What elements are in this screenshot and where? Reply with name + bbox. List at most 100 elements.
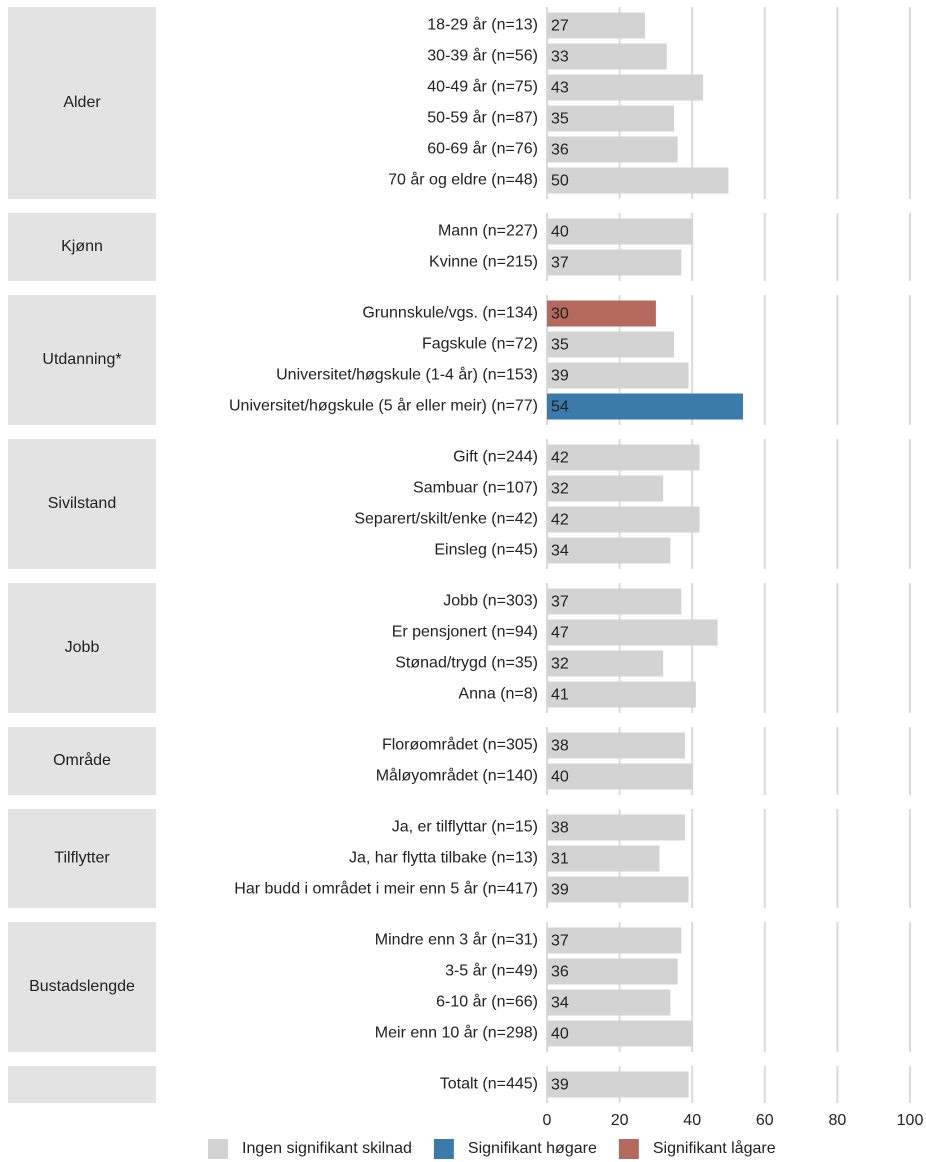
bar (547, 763, 693, 790)
facet-label: Tilflytter (54, 850, 110, 867)
x-tick-label: 40 (683, 1112, 701, 1129)
category-label: Gift (n=244) (453, 449, 538, 466)
category-label: Ja, er tilflyttar (n=15) (392, 819, 538, 836)
legend-label: Signifikant lågare (653, 1139, 776, 1157)
bar (547, 167, 729, 194)
value-label: 38 (551, 820, 569, 837)
bar (547, 105, 675, 132)
bar (547, 537, 671, 564)
bar (547, 588, 682, 615)
value-label: 33 (551, 49, 569, 66)
category-label: 3-5 år (n=49) (445, 962, 538, 980)
value-label: 36 (551, 964, 569, 981)
bar (547, 300, 656, 327)
bar (547, 814, 685, 841)
legend-label: Ingen signifikant skilnad (242, 1140, 412, 1157)
bar (547, 393, 744, 420)
category-label: Mann (n=227) (438, 223, 538, 240)
facet-strip (8, 922, 156, 1052)
facet-label: Område (53, 751, 111, 769)
bar (547, 927, 682, 954)
value-label: 32 (551, 656, 569, 673)
facet-strip (8, 809, 156, 908)
facet-label: Kjønn (61, 238, 103, 255)
category-label: Einsleg (n=45) (434, 542, 538, 559)
facet-label: Utdanning* (42, 351, 121, 368)
facet-label: Alder (63, 94, 101, 111)
value-label: 34 (551, 995, 569, 1012)
category-label: Jobb (n=303) (443, 593, 538, 610)
value-label: 35 (551, 111, 569, 128)
value-label: 30 (551, 306, 569, 323)
value-label: 50 (551, 173, 569, 190)
x-tick-label: 80 (829, 1112, 847, 1129)
value-label: 37 (551, 933, 569, 950)
value-label: 47 (551, 625, 569, 642)
bar (547, 650, 664, 677)
category-label: Universitet/høgskule (5 år eller meir) (… (229, 397, 538, 415)
facet-strip (8, 583, 156, 713)
bar (547, 331, 675, 358)
value-label: 36 (551, 142, 569, 159)
value-label: 40 (551, 769, 569, 786)
bar (547, 475, 664, 502)
value-label: 27 (551, 18, 569, 35)
value-label: 42 (551, 512, 569, 529)
bar (547, 249, 682, 276)
bar (547, 845, 660, 872)
bar (547, 876, 689, 903)
value-label: 42 (551, 450, 569, 467)
facet-strip (8, 7, 156, 199)
bar (547, 1020, 693, 1047)
facet-strip (8, 213, 156, 281)
value-label: 35 (551, 337, 569, 354)
bar (547, 732, 685, 759)
x-tick-label: 20 (611, 1112, 629, 1129)
value-label: 39 (551, 882, 569, 899)
value-label: 31 (551, 851, 569, 868)
bar (547, 43, 667, 70)
category-label: Fagskule (n=72) (422, 336, 538, 353)
value-label: 39 (551, 368, 569, 385)
bar (547, 218, 693, 245)
category-label: Separert/skilt/enke (n=42) (354, 511, 538, 528)
value-label: 39 (551, 1077, 569, 1094)
value-label: 40 (551, 224, 569, 241)
bar (547, 1071, 689, 1098)
category-label: Kvinne (n=215) (429, 254, 538, 271)
bar (547, 74, 704, 101)
facet-strip (8, 439, 156, 569)
value-label: 37 (551, 255, 569, 272)
value-label: 40 (551, 1026, 569, 1043)
category-label: 40-49 år (n=75) (427, 78, 538, 96)
category-label: 30-39 år (n=56) (427, 47, 538, 65)
bar (547, 136, 678, 163)
category-label: 6-10 år (n=66) (436, 993, 538, 1011)
value-label: 43 (551, 80, 569, 97)
bar (547, 989, 671, 1016)
legend-label: Signifikant høgare (468, 1140, 597, 1157)
category-label: 50-59 år (n=87) (427, 109, 538, 127)
category-label: 60-69 år (n=76) (427, 140, 538, 158)
category-label: Har budd i området i meir enn 5 år (n=41… (234, 880, 538, 898)
category-label: Sambuar (n=107) (413, 480, 538, 497)
bar (547, 958, 678, 985)
category-label: Mindre enn 3 år (n=31) (375, 931, 538, 949)
strips (8, 7, 156, 1103)
legend-swatch (433, 1139, 454, 1159)
bar (547, 12, 646, 39)
x-tick-label: 0 (543, 1112, 552, 1129)
category-label: Måløyområdet (n=140) (376, 767, 538, 785)
value-label: 32 (551, 481, 569, 498)
category-label: 70 år og eldre (n=48) (388, 171, 538, 189)
x-tick-label: 60 (756, 1112, 774, 1129)
category-label: Meir enn 10 år (n=298) (375, 1024, 538, 1042)
value-label: 41 (551, 687, 569, 704)
facet-strip (8, 727, 156, 795)
bar (547, 506, 700, 533)
facet-label: Sivilstand (48, 495, 116, 512)
value-label: 38 (551, 738, 569, 755)
category-label: Universitet/høgskule (1-4 år) (n=153) (276, 366, 538, 384)
category-label: 18-29 år (n=13) (427, 16, 538, 34)
facet-strip (8, 295, 156, 425)
